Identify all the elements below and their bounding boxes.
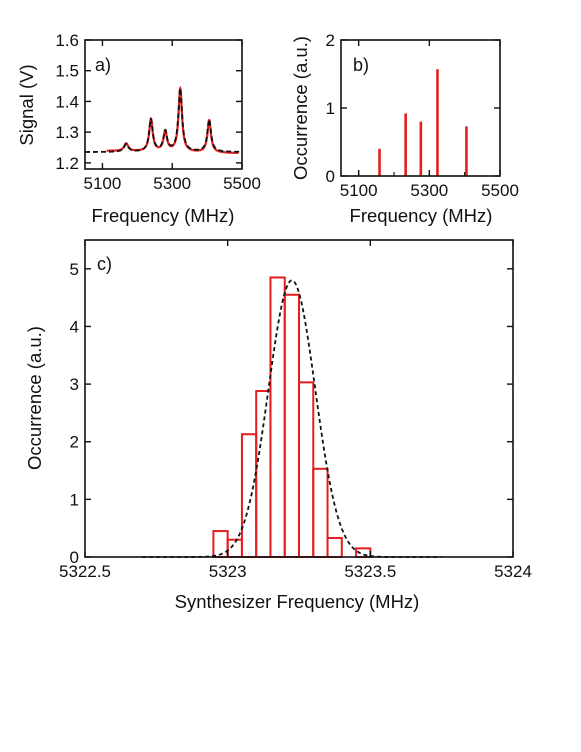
- panel-c-ylabel: Occurrence (a.u.): [24, 326, 45, 470]
- y-tick-label: 1.6: [55, 31, 79, 50]
- panel-b-label: b): [353, 55, 369, 75]
- panel-c-histogram-bar: [226, 538, 243, 559]
- y-tick-label: 4: [70, 317, 79, 336]
- panel-c-chart: 5322.5 5323 5323.5 5324 0 1 2 3 4 5 c) Synthesize…: [24, 239, 532, 612]
- y-tick-label: 3: [70, 375, 79, 394]
- panel-b-xlabel: Frequency (MHz): [350, 205, 493, 226]
- panel-c-label: c): [97, 254, 112, 274]
- y-tick-label: 2: [70, 433, 79, 452]
- y-tick-label: 1.4: [55, 92, 79, 111]
- y-tick-label: 0: [326, 167, 335, 186]
- panel-c-frame: [84, 239, 514, 558]
- panel-c-histogram-bar: [269, 276, 286, 558]
- y-tick-label: 1: [70, 490, 79, 509]
- panel-a-plot-area: [85, 85, 242, 155]
- panel-a-xlabel: Frequency (MHz): [92, 205, 235, 226]
- x-tick-label: 5100: [84, 174, 122, 193]
- panel-c-histogram-bar: [212, 530, 229, 559]
- panel-c-histogram-bar: [312, 467, 329, 559]
- panel-b-chart: 5100 5300 5500 0 1 2 b) Frequency (MHz) Occur…: [290, 31, 519, 226]
- panel-a-fit-line: [85, 86, 242, 153]
- x-tick-label: 5300: [153, 174, 191, 193]
- panel-c-gaussian-fit: [142, 279, 442, 558]
- panel-c-ticks: 5322.5 5323 5323.5 5324 0 1 2 3 4 5: [59, 240, 532, 581]
- panel-b-ylabel: Occurrence (a.u.): [290, 36, 311, 180]
- panel-c-histogram-bar: [255, 390, 272, 558]
- y-tick-label: 2: [326, 31, 335, 50]
- panel-b-bar: [378, 148, 381, 176]
- x-tick-label: 5300: [410, 181, 448, 200]
- panel-a-ylabel: Signal (V): [16, 64, 37, 145]
- y-tick-label: 5: [70, 260, 79, 279]
- panel-c-histogram-bar: [283, 293, 301, 558]
- panel-b-bar: [465, 126, 468, 176]
- x-tick-label: 5324: [494, 562, 532, 581]
- x-tick-label: 5323: [209, 562, 247, 581]
- panel-a-chart: 5100 5300 5500 1.2 1.3 1.4 1.5 1.6 a) Frequency…: [16, 31, 261, 226]
- panel-a-frame: [84, 39, 243, 170]
- panel-c-histogram-bar: [326, 536, 343, 558]
- panel-c-xlabel: Synthesizer Frequency (MHz): [175, 591, 420, 612]
- panel-b-bar: [436, 69, 439, 176]
- panel-b-ticks: 5100 5300 5500 0 1 2: [326, 31, 519, 200]
- panel-b-bar: [404, 113, 407, 176]
- y-tick-label: 1.3: [55, 123, 79, 142]
- panel-a-ticks: 5100 5300 5500 1.2 1.3 1.4 1.5 1.6: [55, 31, 261, 193]
- panel-b-plot-area: [358, 69, 468, 176]
- y-tick-label: 1.2: [55, 154, 79, 173]
- x-tick-label: 5500: [481, 181, 519, 200]
- y-tick-label: 1: [326, 99, 335, 118]
- panel-a-label: a): [95, 55, 111, 75]
- panel-c-histogram-bar: [240, 433, 258, 559]
- y-tick-label: 0: [70, 548, 79, 567]
- x-tick-label: 5100: [340, 181, 378, 200]
- panel-c-plot-area: [142, 276, 442, 559]
- panel-b-bar: [419, 121, 423, 176]
- y-tick-label: 1.5: [55, 62, 79, 81]
- x-tick-label: 5500: [223, 174, 261, 193]
- panel-c-histogram-bar: [298, 381, 315, 558]
- x-tick-label: 5322.5: [59, 562, 111, 581]
- x-tick-label: 5323.5: [344, 562, 396, 581]
